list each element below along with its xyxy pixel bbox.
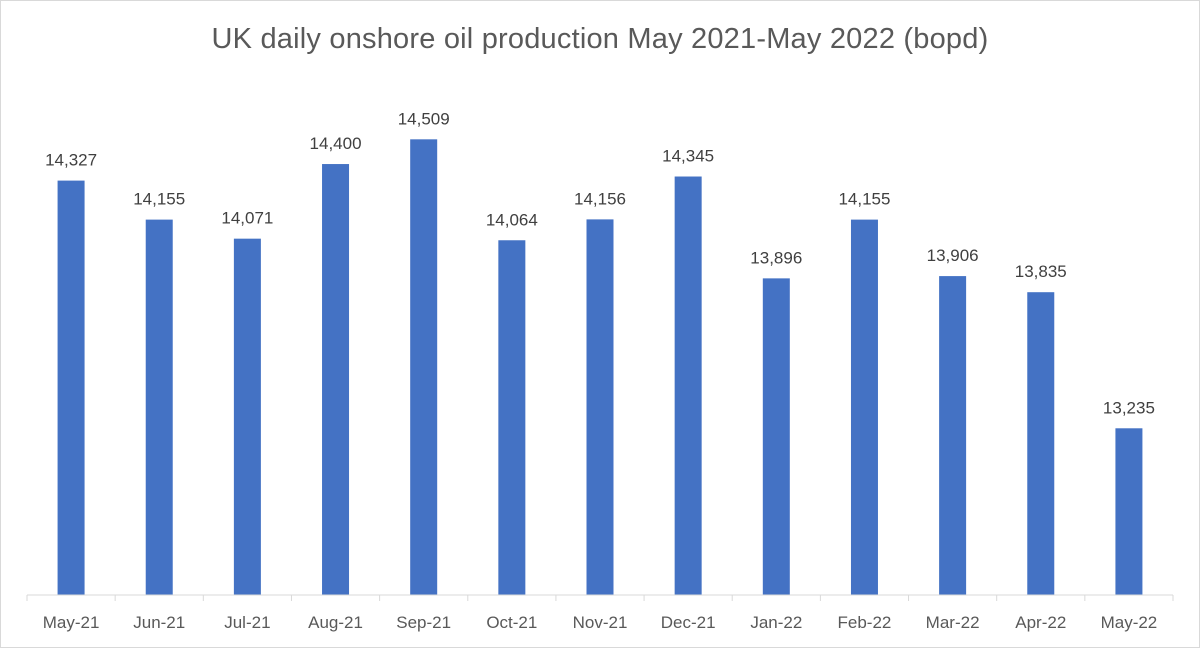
x-tick-label-jul-21: Jul-21	[224, 613, 270, 632]
bars-group	[57, 139, 1143, 596]
data-label-nov-21: 14,156	[574, 189, 626, 208]
x-tick-label-jun-21: Jun-21	[133, 613, 185, 632]
data-label-sep-21: 14,509	[398, 109, 450, 128]
x-tick-label-feb-22: Feb-22	[838, 613, 892, 632]
bar-apr-22	[1027, 292, 1055, 595]
bar-feb-22	[850, 219, 878, 595]
bar-jun-21	[145, 219, 173, 595]
x-tick-label-may-21: May-21	[43, 613, 100, 632]
data-label-may-21: 14,327	[45, 151, 97, 170]
data-label-mar-22: 13,906	[927, 246, 979, 265]
data-label-oct-21: 14,064	[486, 210, 538, 229]
bar-mar-22	[939, 276, 967, 595]
bar-jan-22	[762, 278, 790, 595]
data-labels-group: 14,327 14,155 14,071 14,400 14,509 14,064 14,1…	[45, 109, 1155, 417]
data-label-feb-22: 14,155	[838, 190, 890, 209]
x-tick-label-jan-22: Jan-22	[750, 613, 802, 632]
x-tick-label-mar-22: Mar-22	[926, 613, 980, 632]
x-tick-label-may-22: May-22	[1101, 613, 1158, 632]
x-tick-label-aug-21: Aug-21	[308, 613, 363, 632]
bar-nov-21	[586, 219, 614, 595]
bar-aug-21	[322, 164, 350, 595]
x-axis	[26, 594, 1174, 601]
data-label-jan-22: 13,896	[750, 248, 802, 267]
bar-oct-21	[498, 240, 526, 596]
data-label-jul-21: 14,071	[221, 209, 273, 228]
bar-sep-21	[410, 139, 438, 595]
x-tick-labels-group: May-21 Jun-21 Jul-21 Aug-21 Sep-21 Oct-21 Nov-…	[43, 613, 1158, 632]
data-label-jun-21: 14,155	[133, 190, 185, 209]
data-label-dec-21: 14,345	[662, 147, 714, 166]
x-tick-label-oct-21: Oct-21	[486, 613, 537, 632]
x-tick-label-apr-22: Apr-22	[1015, 613, 1066, 632]
bar-jul-21	[233, 238, 261, 595]
bar-dec-21	[674, 176, 702, 596]
x-tick-label-nov-21: Nov-21	[573, 613, 628, 632]
data-label-apr-22: 13,835	[1015, 262, 1067, 281]
bar-may-22	[1115, 428, 1143, 595]
chart-title: UK daily onshore oil production May 2021…	[211, 23, 989, 55]
bar-may-21	[57, 180, 85, 595]
x-tick-label-dec-21: Dec-21	[661, 613, 716, 632]
data-label-may-22: 13,235	[1103, 398, 1155, 417]
x-tick-label-sep-21: Sep-21	[396, 613, 451, 632]
data-label-aug-21: 14,400	[310, 134, 362, 153]
